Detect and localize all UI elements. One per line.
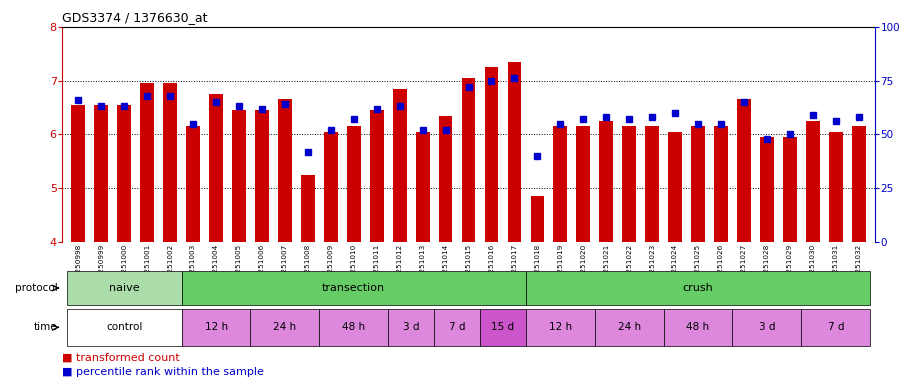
Bar xyxy=(526,271,870,305)
Bar xyxy=(485,67,498,242)
Bar xyxy=(181,271,526,305)
Text: 24 h: 24 h xyxy=(617,322,641,333)
Bar xyxy=(760,137,774,242)
Bar xyxy=(783,137,797,242)
Bar xyxy=(117,105,131,242)
Bar xyxy=(324,132,338,242)
Text: 48 h: 48 h xyxy=(343,322,365,333)
Text: 12 h: 12 h xyxy=(549,322,572,333)
Text: 7 d: 7 d xyxy=(449,322,465,333)
Bar xyxy=(393,89,407,242)
Bar xyxy=(530,196,544,242)
Bar xyxy=(434,309,480,346)
Bar xyxy=(388,309,434,346)
Bar xyxy=(71,105,85,242)
Bar xyxy=(737,99,751,242)
Text: 15 d: 15 d xyxy=(491,322,515,333)
Bar xyxy=(370,110,384,242)
Bar xyxy=(278,99,292,242)
Bar xyxy=(140,83,154,242)
Bar xyxy=(250,309,320,346)
Bar xyxy=(714,126,728,242)
Bar xyxy=(320,309,388,346)
Text: transection: transection xyxy=(322,283,386,293)
Text: ■ percentile rank within the sample: ■ percentile rank within the sample xyxy=(62,367,264,377)
Bar xyxy=(692,126,705,242)
Bar xyxy=(829,132,843,242)
Bar xyxy=(181,309,250,346)
Bar xyxy=(480,309,526,346)
Text: ■ transformed count: ■ transformed count xyxy=(62,353,180,363)
Text: time: time xyxy=(34,322,58,333)
Bar xyxy=(599,121,613,242)
Bar xyxy=(663,309,733,346)
Bar xyxy=(802,309,870,346)
Bar xyxy=(594,309,663,346)
Bar xyxy=(733,309,802,346)
Bar xyxy=(186,126,200,242)
Bar xyxy=(94,105,108,242)
Bar xyxy=(668,132,682,242)
Bar xyxy=(622,126,636,242)
Bar xyxy=(255,110,269,242)
Bar xyxy=(462,78,475,242)
Bar xyxy=(209,94,223,242)
Bar xyxy=(645,126,659,242)
Text: 3 d: 3 d xyxy=(403,322,420,333)
Bar xyxy=(806,121,820,242)
Text: crush: crush xyxy=(682,283,714,293)
Text: 48 h: 48 h xyxy=(686,322,710,333)
Bar xyxy=(507,62,521,242)
Text: 12 h: 12 h xyxy=(204,322,228,333)
Text: 7 d: 7 d xyxy=(827,322,844,333)
Text: protocol: protocol xyxy=(15,283,58,293)
Bar xyxy=(67,309,181,346)
Text: naive: naive xyxy=(109,283,139,293)
Bar xyxy=(163,83,177,242)
Bar xyxy=(576,126,590,242)
Bar xyxy=(553,126,567,242)
Bar xyxy=(67,271,181,305)
Bar xyxy=(439,116,453,242)
Bar xyxy=(852,126,866,242)
Bar xyxy=(232,110,245,242)
Text: 24 h: 24 h xyxy=(273,322,297,333)
Text: control: control xyxy=(106,322,143,333)
Bar xyxy=(416,132,430,242)
Bar xyxy=(301,175,315,242)
Text: 3 d: 3 d xyxy=(758,322,775,333)
Text: GDS3374 / 1376630_at: GDS3374 / 1376630_at xyxy=(62,11,208,24)
Bar xyxy=(347,126,361,242)
Bar xyxy=(526,309,594,346)
